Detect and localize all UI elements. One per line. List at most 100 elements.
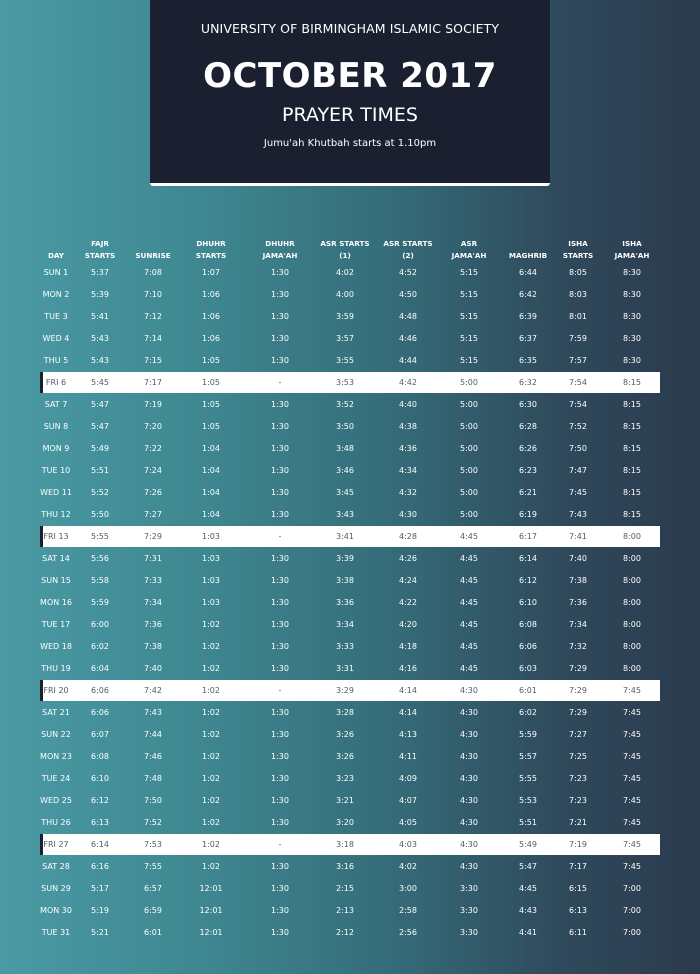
column-header-sunrise: SUNRISE <box>123 228 183 262</box>
cell-asr-starts-2: 4:28 <box>399 532 417 541</box>
cell-dhuhr-starts: 1:06 <box>202 290 220 299</box>
cell-isha-starts: 6:13 <box>569 906 587 915</box>
cell-maghrib: 6:01 <box>519 686 537 695</box>
table-row: TUE 17 6:00 7:36 1:02 1:30 3:34 4:20 4:45 6:08 7:… <box>40 614 660 635</box>
cell-asr-starts-2: 4:36 <box>399 444 417 453</box>
cell-fajr-starts: 5:51 <box>91 466 109 475</box>
cell-sunrise: 7:34 <box>144 598 162 607</box>
cell-isha-jamaah: 7:45 <box>623 752 641 761</box>
cell-asr-jamaah: 4:30 <box>460 796 478 805</box>
cell-asr-jamaah: 4:45 <box>460 598 478 607</box>
cell-isha-starts: 7:59 <box>569 334 587 343</box>
cell-asr-starts-1: 3:31 <box>336 664 354 673</box>
cell-asr-starts-1: 3:33 <box>336 642 354 651</box>
cell-day: THU 12 <box>41 510 71 519</box>
cell-asr-starts-2: 4:14 <box>399 708 417 717</box>
column-header-fajr-starts: FAJR STARTS <box>70 228 130 262</box>
cell-dhuhr-starts: 1:02 <box>202 752 220 761</box>
column-header-isha-jamaah: ISHA JAMA'AH <box>602 228 662 262</box>
cell-asr-starts-1: 3:21 <box>336 796 354 805</box>
cell-day: SAT 14 <box>42 554 70 563</box>
cell-day: FRI 6 <box>45 378 67 387</box>
cell-isha-starts: 7:17 <box>569 862 587 871</box>
cell-dhuhr-starts: 1:05 <box>202 422 220 431</box>
cell-asr-starts-2: 4:20 <box>399 620 417 629</box>
cell-day: MON 30 <box>40 906 72 915</box>
cell-day: WED 25 <box>40 796 72 805</box>
cell-asr-jamaah: 5:00 <box>460 422 478 431</box>
cell-isha-jamaah: 7:45 <box>623 686 641 695</box>
cell-day: SUN 1 <box>43 268 69 277</box>
cell-fajr-starts: 5:43 <box>91 356 109 365</box>
cell-asr-starts-2: 4:24 <box>399 576 417 585</box>
table-row: SAT 7 5:47 7:19 1:05 1:30 3:52 4:40 5:00 6:30 7:5… <box>40 394 660 415</box>
cell-maghrib: 5:53 <box>519 796 537 805</box>
table-row-friday: FRI 13 5:55 7:29 1:03 - 3:41 4:28 4:45 6:17 7:41 8… <box>40 526 660 547</box>
cell-sunrise: 7:17 <box>144 378 162 387</box>
cell-dhuhr-jamaah: 1:30 <box>271 334 289 343</box>
cell-maghrib: 5:47 <box>519 862 537 871</box>
cell-dhuhr-jamaah: 1:30 <box>271 796 289 805</box>
cell-asr-starts-2: 2:56 <box>399 928 417 937</box>
column-header-line: ISHA <box>622 239 642 248</box>
cell-maghrib: 4:43 <box>519 906 537 915</box>
cell-isha-starts: 7:41 <box>569 532 587 541</box>
cell-dhuhr-starts: 1:02 <box>202 862 220 871</box>
cell-dhuhr-starts: 12:01 <box>199 906 223 915</box>
cell-dhuhr-jamaah: 1:30 <box>271 642 289 651</box>
cell-isha-jamaah: 7:45 <box>623 774 641 783</box>
cell-maghrib: 6:32 <box>519 378 537 387</box>
cell-asr-starts-2: 4:07 <box>399 796 417 805</box>
cell-isha-jamaah: 8:15 <box>623 466 641 475</box>
cell-maghrib: 5:51 <box>519 818 537 827</box>
cell-dhuhr-starts: 1:02 <box>202 774 220 783</box>
cell-asr-starts-1: 3:23 <box>336 774 354 783</box>
cell-isha-starts: 7:23 <box>569 774 587 783</box>
cell-sunrise: 7:44 <box>144 730 162 739</box>
cell-dhuhr-jamaah: 1:30 <box>271 466 289 475</box>
cell-fajr-starts: 6:06 <box>91 708 109 717</box>
page-subtitle: PRAYER TIMES <box>282 104 418 126</box>
cell-asr-starts-2: 4:02 <box>399 862 417 871</box>
table-row: MON 16 5:59 7:34 1:03 1:30 3:36 4:22 4:45 6:10 7:… <box>40 592 660 613</box>
cell-sunrise: 7:52 <box>144 818 162 827</box>
cell-dhuhr-jamaah: 1:30 <box>271 576 289 585</box>
cell-sunrise: 7:10 <box>144 290 162 299</box>
cell-sunrise: 7:24 <box>144 466 162 475</box>
cell-dhuhr-starts: 1:04 <box>202 510 220 519</box>
cell-asr-starts-2: 4:11 <box>399 752 417 761</box>
cell-dhuhr-starts: 1:05 <box>202 378 220 387</box>
cell-dhuhr-jamaah: 1:30 <box>271 928 289 937</box>
cell-dhuhr-starts: 1:07 <box>202 268 220 277</box>
cell-isha-starts: 6:11 <box>569 928 587 937</box>
cell-maghrib: 6:06 <box>519 642 537 651</box>
cell-isha-jamaah: 7:00 <box>623 906 641 915</box>
cell-fajr-starts: 5:39 <box>91 290 109 299</box>
cell-asr-starts-1: 3:16 <box>336 862 354 871</box>
cell-fajr-starts: 6:12 <box>91 796 109 805</box>
cell-isha-jamaah: 8:00 <box>623 598 641 607</box>
cell-isha-starts: 7:38 <box>569 576 587 585</box>
cell-fajr-starts: 6:04 <box>91 664 109 673</box>
cell-asr-starts-2: 4:38 <box>399 422 417 431</box>
cell-fajr-starts: 5:52 <box>91 488 109 497</box>
table-row-friday: FRI 27 6:14 7:53 1:02 - 3:18 4:03 4:30 5:49 7:19 7… <box>40 834 660 855</box>
cell-isha-starts: 7:27 <box>569 730 587 739</box>
cell-isha-starts: 7:50 <box>569 444 587 453</box>
cell-day: SUN 29 <box>41 884 71 893</box>
cell-asr-jamaah: 5:15 <box>460 334 478 343</box>
cell-sunrise: 7:12 <box>144 312 162 321</box>
cell-asr-starts-1: 3:18 <box>336 840 354 849</box>
cell-dhuhr-jamaah: 1:30 <box>271 598 289 607</box>
cell-isha-starts: 7:19 <box>569 840 587 849</box>
cell-dhuhr-jamaah: 1:30 <box>271 774 289 783</box>
cell-fajr-starts: 6:06 <box>91 686 109 695</box>
cell-dhuhr-starts: 12:01 <box>199 884 223 893</box>
cell-isha-starts: 7:21 <box>569 818 587 827</box>
cell-fajr-starts: 5:50 <box>91 510 109 519</box>
table-row: SAT 14 5:56 7:31 1:03 1:30 3:39 4:26 4:45 6:14 7:… <box>40 548 660 569</box>
cell-fajr-starts: 5:56 <box>91 554 109 563</box>
column-header-line: JAMA'AH <box>451 251 487 260</box>
cell-asr-starts-2: 4:44 <box>399 356 417 365</box>
cell-asr-starts-2: 4:40 <box>399 400 417 409</box>
